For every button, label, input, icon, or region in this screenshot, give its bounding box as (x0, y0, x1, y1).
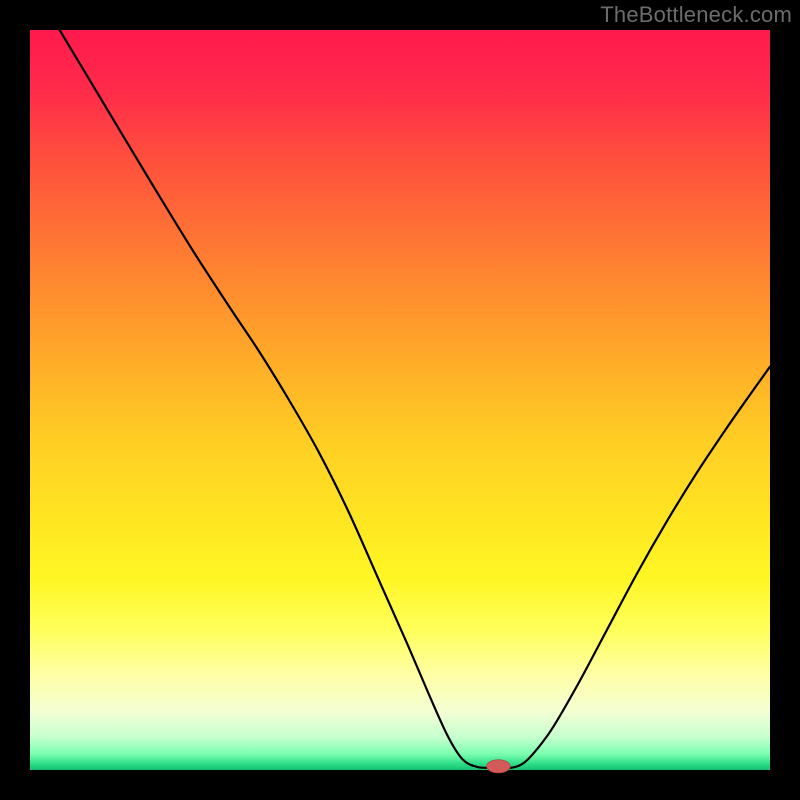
chart-container: TheBottleneck.com (0, 0, 800, 800)
chart-background (30, 30, 770, 770)
watermark-label: TheBottleneck.com (600, 2, 792, 28)
optimum-marker (487, 760, 511, 773)
bottleneck-chart (0, 0, 800, 800)
